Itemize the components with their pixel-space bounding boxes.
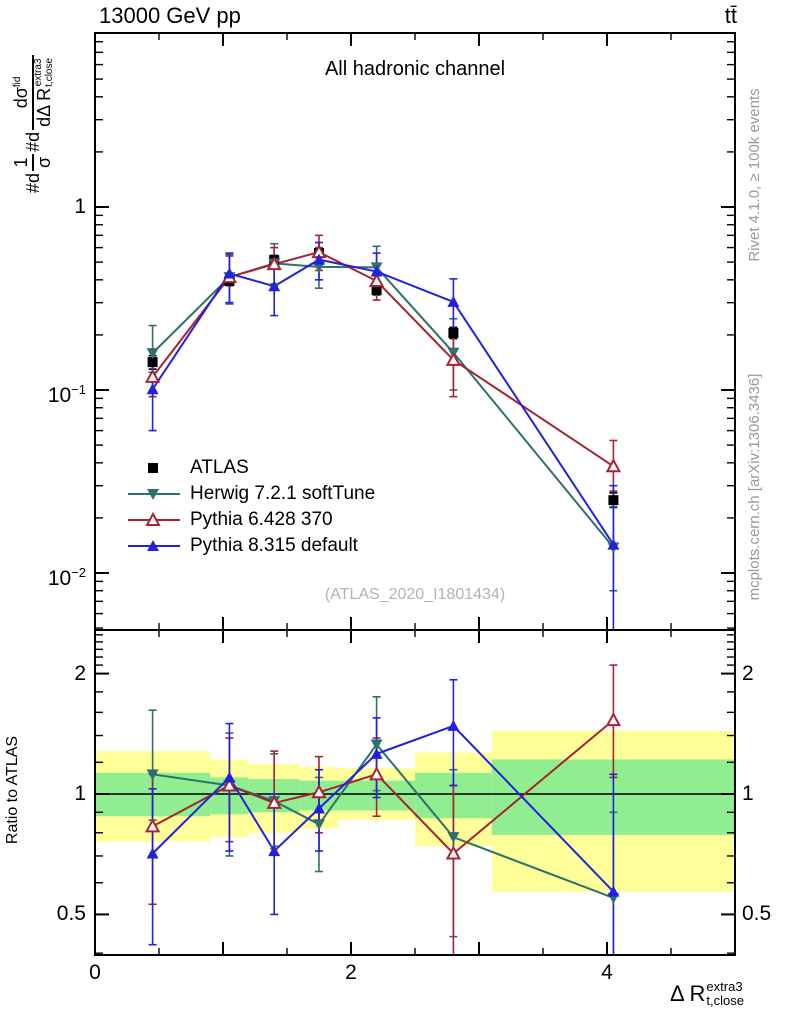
legend-item-pythia6: Pythia 6.428 370 [126, 507, 375, 533]
ylabel-frac1-den: σ [32, 153, 55, 172]
ylabel-ddeltar: dΔ R [33, 87, 54, 127]
pythia6-marker [605, 458, 622, 473]
ratio-panel-data [95, 664, 735, 955]
atlas-marker [147, 357, 158, 368]
pythia6-marker [144, 368, 161, 383]
herwig-marker [313, 819, 325, 831]
pythia6-marker [266, 794, 282, 809]
pythia8-marker [268, 280, 281, 292]
pythia6-marker [605, 712, 622, 727]
ylabel-fid-sup: fid [11, 76, 23, 88]
pythia6-marker [368, 272, 385, 288]
legend-label-pythia8: Pythia 8.315 default [190, 535, 358, 556]
herwig-marker [313, 261, 325, 273]
pythia8-marker [447, 295, 460, 307]
pythia6-legend-glyph [145, 511, 161, 526]
x-label-subsup-stack: extra3 t,close [706, 980, 744, 1007]
rivet-version-text: Rivet 4.1.0, ≥ 100k events [746, 88, 763, 262]
pythia8-legend-glyph [147, 540, 159, 551]
pythia8-marker-swatch [128, 540, 180, 551]
ylabel-fraction-1: 1 σ [11, 153, 55, 172]
herwig-marker [447, 832, 460, 844]
ylabel-subsup-stack: extra3 t,close [33, 57, 55, 87]
ylabel-frac1-num: 1 [11, 157, 31, 168]
pythia8-marker [313, 802, 325, 814]
x-label-extra3-sup: extra3 [706, 979, 743, 994]
herwig-marker [146, 348, 159, 360]
legend-label-herwig: Herwig 7.2.1 softTune [190, 483, 376, 504]
process-label: tt̄ [724, 3, 737, 28]
legend-label-atlas: ATLAS [190, 457, 249, 478]
pythia8-marker [370, 747, 383, 759]
mcplots-arxiv-text: mcplots.cern.ch [arXiv:1306.3436] [746, 373, 763, 601]
legend-item-pythia8: Pythia 8.315 default [126, 533, 375, 559]
legend-label-pythia6: Pythia 6.428 370 [190, 509, 333, 530]
pythia8-marker [607, 538, 620, 550]
legend-item-herwig: Herwig 7.2.1 softTune [126, 481, 375, 507]
pythia8-marker [268, 845, 281, 857]
pythia8-marker [146, 847, 159, 859]
ylabel-dsigma: dσ [10, 87, 31, 109]
pythia6-marker [445, 351, 462, 366]
herwig-legend-glyph [147, 489, 159, 500]
pythia6-marker [368, 766, 385, 781]
atlas-marker-swatch [148, 463, 158, 473]
pythia8-marker [223, 771, 236, 783]
pythia8-marker [447, 719, 460, 731]
ylabel-frac2-num: dσfid [11, 55, 32, 130]
pythia6-marker [221, 777, 238, 792]
pythia6-marker [311, 784, 327, 799]
beam-energy-label: 13000 GeV pp [99, 3, 241, 28]
pythia6-marker-swatch [128, 511, 180, 526]
herwig-marker-swatch [128, 489, 180, 500]
x-axis-label: Δ R extra3 t,close [670, 980, 744, 1007]
pythia8-marker [607, 885, 620, 897]
pythia6-marker [445, 845, 462, 860]
analysis-watermark: (ATLAS_2020_I1801434) [324, 586, 506, 603]
plot-title: All hadronic channel [324, 58, 506, 80]
atlas-legend-glyph [148, 463, 158, 473]
atlas-marker [608, 495, 619, 506]
atlas-marker [448, 327, 459, 338]
herwig-marker [370, 739, 383, 751]
legend: ATLAS Herwig 7.2.1 softTune Pythia 6.428… [126, 455, 375, 559]
atlas-marker [371, 284, 382, 295]
pythia6-marker [266, 256, 282, 271]
ylabel-tclose-sub: t,close [43, 57, 55, 87]
x-label-deltar: Δ R [669, 980, 706, 1006]
ylabel-prefix-1: #d [22, 173, 43, 194]
pythia8-marker [370, 265, 383, 277]
pythia8-marker [223, 267, 236, 279]
herwig-marker [146, 769, 159, 781]
pythia6-marker [144, 818, 161, 833]
main-panel-data [144, 234, 622, 630]
legend-item-atlas: ATLAS [126, 455, 375, 481]
x-label-tclose-sub: t,close [706, 992, 744, 1008]
ylabel-prefix-2: #d [22, 131, 43, 152]
ratio-y-axis-label: Ratio to ATLAS [4, 735, 21, 845]
pythia8-marker [313, 253, 325, 265]
pythia8-marker [146, 383, 159, 395]
